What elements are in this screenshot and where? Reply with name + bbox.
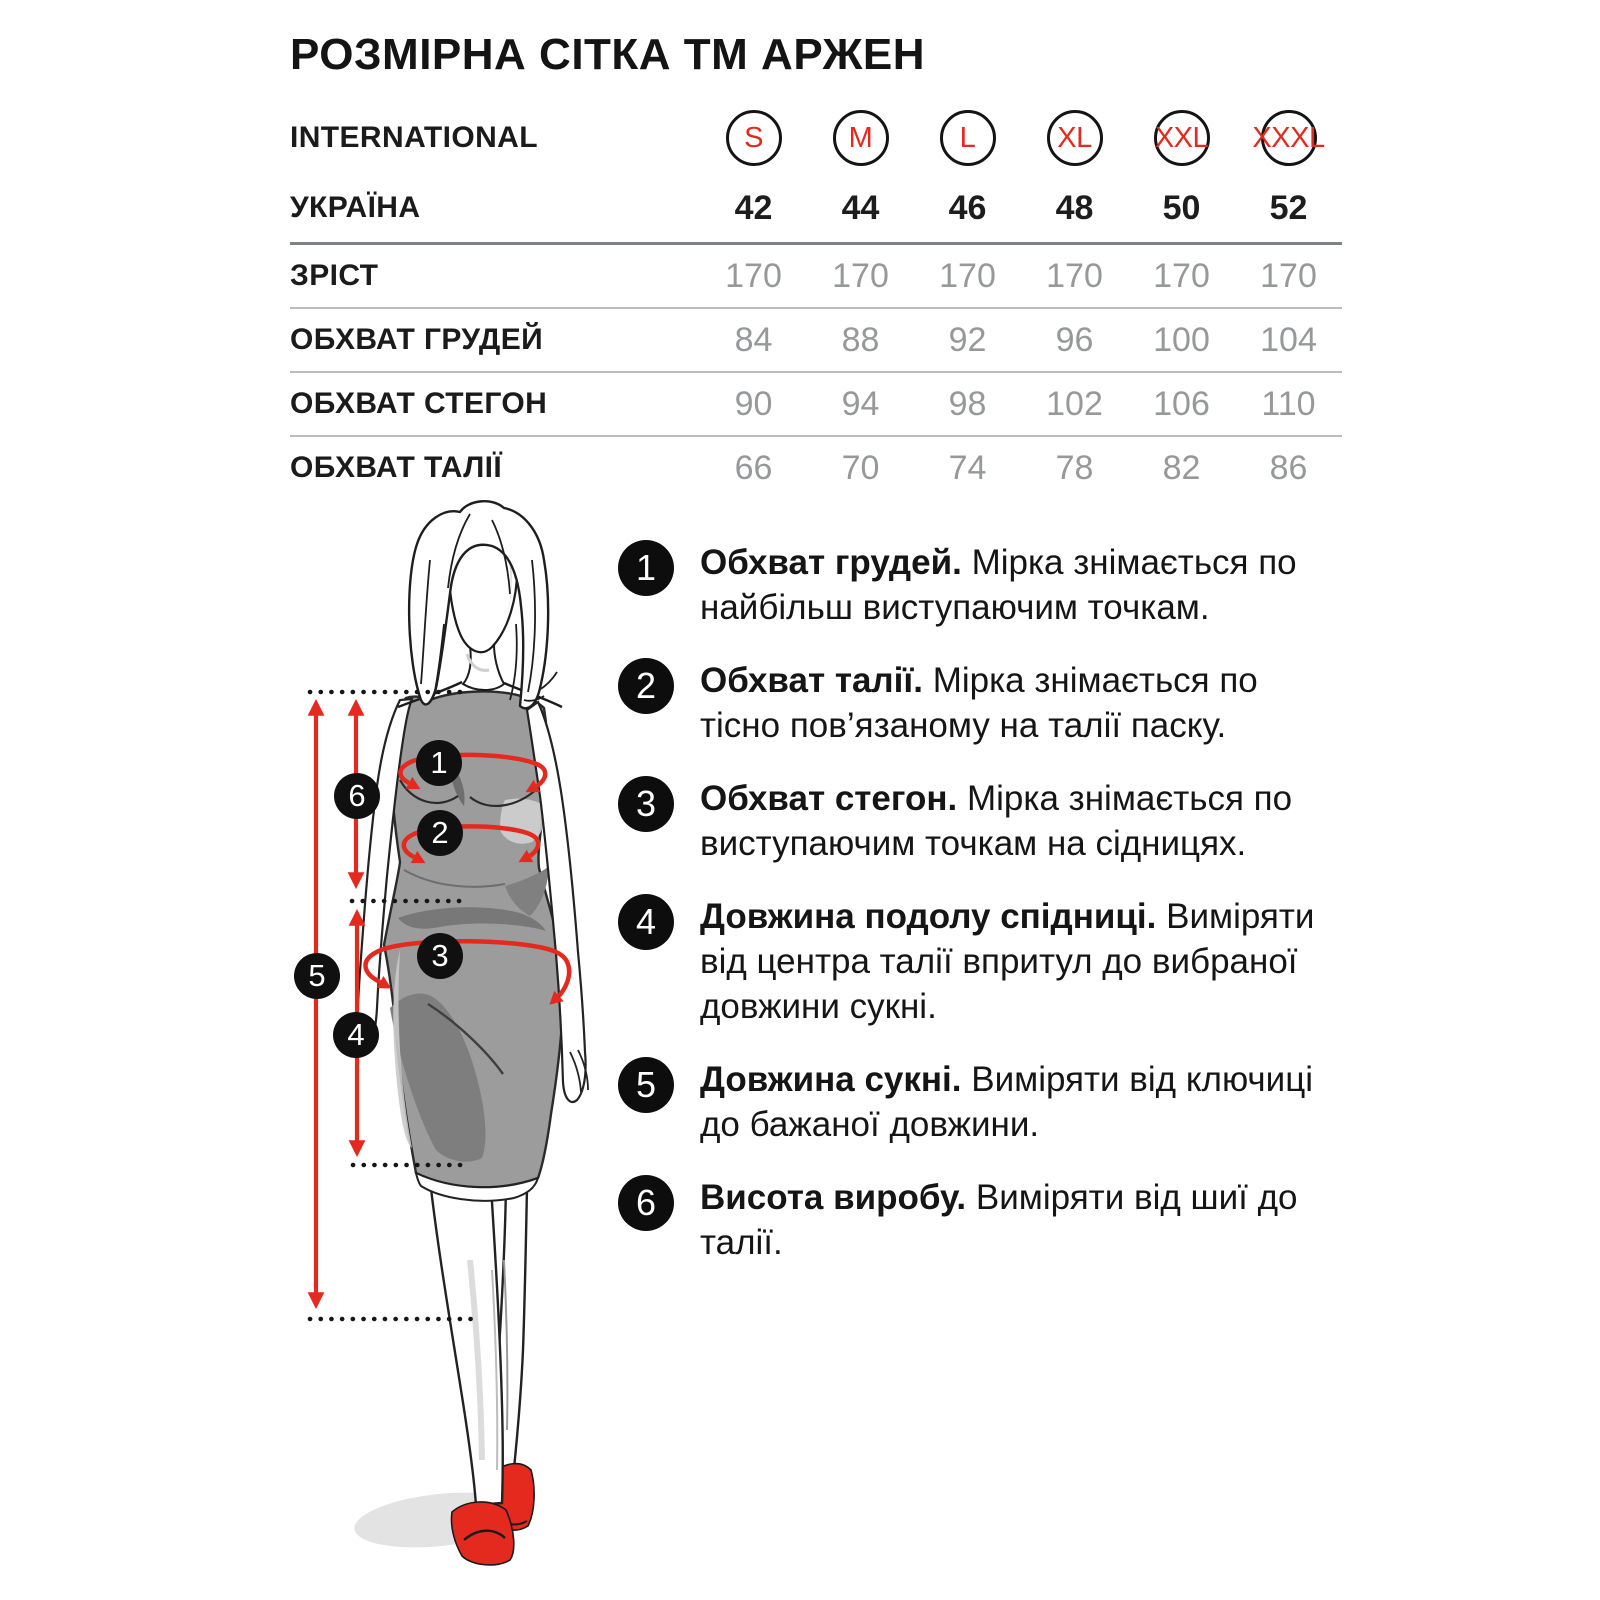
ukraine-size: 52 <box>1269 188 1308 227</box>
row-label-international: INTERNATIONAL <box>290 121 538 154</box>
legend-term: Висота виробу. <box>700 1178 967 1217</box>
page-title: РОЗМІРНА СІТКА ТМ АРЖЕН <box>290 30 925 79</box>
legend-term: Обхват стегон. <box>700 779 958 818</box>
table-value: 170 <box>725 256 782 295</box>
table-value: 170 <box>1260 256 1317 295</box>
legend-term: Обхват грудей. <box>700 543 962 582</box>
size-badge-l: L <box>939 110 996 166</box>
dotted-guides <box>307 689 475 1322</box>
table-row-waist: ОБХВАТ ТАЛІЇ 66 70 74 78 82 86 <box>290 435 1342 499</box>
size-badge-xxxl: XXXL <box>1252 110 1325 166</box>
table-value: 86 <box>1269 448 1308 487</box>
legend-term: Довжина подолу спідниці. <box>700 897 1157 936</box>
ukraine-size: 50 <box>1162 188 1201 227</box>
bust-measure-arc <box>398 752 548 793</box>
ukraine-size: 48 <box>1055 188 1094 227</box>
legend-number-4: 4 <box>618 894 674 950</box>
table-value: 92 <box>948 320 987 359</box>
legend-term: Обхват талії. <box>700 661 923 700</box>
legend-desc: Мірка знімається по виступаючим точкам н… <box>700 779 1293 863</box>
figure-marker-2: 2 <box>417 810 463 856</box>
table-value: 74 <box>948 448 987 487</box>
front-shoe <box>450 1501 515 1566</box>
table-value: 100 <box>1153 320 1210 359</box>
ukraine-size: 46 <box>948 188 987 227</box>
legend-item-3: 3 Обхват стегон. Мірка знімається по вис… <box>618 776 1340 866</box>
size-badge-xxl: XXL <box>1153 110 1210 166</box>
table-row-bust: ОБХВАТ ГРУДЕЙ 84 88 92 96 100 104 <box>290 307 1342 371</box>
table-value: 170 <box>832 256 889 295</box>
legend-number-1: 1 <box>618 540 674 596</box>
table-value: 102 <box>1046 384 1103 423</box>
legend-number-2: 2 <box>618 658 674 714</box>
size-table: INTERNATIONAL S M L XL XXL XXXL УКРАЇНА … <box>290 102 1342 499</box>
figure-marker-3: 3 <box>417 933 463 979</box>
figure-marker-4: 4 <box>333 1012 379 1058</box>
legend-item-4: 4 Довжина подолу спідниці. Виміряти від … <box>618 894 1340 1029</box>
table-body: ЗРІСТ 170 170 170 170 170 170 ОБХВАТ ГРУ… <box>290 242 1342 499</box>
figure-marker-1: 1 <box>416 740 462 786</box>
right-arm <box>525 700 587 1104</box>
ukraine-size: 42 <box>734 188 773 227</box>
legend-desc: Виміряти від ключиці до бажаної довжини. <box>700 1060 1314 1144</box>
table-value: 66 <box>734 448 773 487</box>
legend-item-2: 2 Обхват талії. Мірка знімається по тісн… <box>618 658 1340 748</box>
figure-marker-6: 6 <box>334 773 380 819</box>
dress-hem <box>414 1171 540 1202</box>
hip-measure-arc <box>363 938 572 1005</box>
table-value: 170 <box>1046 256 1103 295</box>
legend-desc: Мірка знімається по тісно пов’язаному на… <box>700 661 1258 745</box>
table-value: 104 <box>1260 320 1317 359</box>
table-value: 110 <box>1261 384 1316 423</box>
table-row-hips: ОБХВАТ СТЕГОН 90 94 98 102 106 110 <box>290 371 1342 435</box>
legend-item-5: 5 Довжина сукні. Виміряти від ключиці до… <box>618 1057 1340 1147</box>
legend-number-5: 5 <box>618 1057 674 1113</box>
waist-measure-arc <box>401 824 541 864</box>
legend-desc: Мірка знімається по найбільш виступаючим… <box>700 543 1297 627</box>
table-value: 170 <box>939 256 996 295</box>
legend-item-1: 1 Обхват грудей. Мірка знімається по най… <box>618 540 1340 630</box>
table-value: 170 <box>1153 256 1210 295</box>
legend-number-3: 3 <box>618 776 674 832</box>
legend-desc: Виміряти від центра талії впритул до виб… <box>700 897 1315 1026</box>
figure-marker-5: 5 <box>294 953 340 999</box>
table-value: 94 <box>841 384 880 423</box>
legend-desc: Виміряти від шиї до талії. <box>700 1178 1298 1262</box>
ukraine-size: 44 <box>841 188 880 227</box>
table-value: 88 <box>841 320 880 359</box>
table-row-international: INTERNATIONAL S M L XL XXL XXXL <box>290 102 1342 174</box>
woman-measurement-illustration <box>307 500 589 1566</box>
table-row-height: ЗРІСТ 170 170 170 170 170 170 <box>290 245 1342 307</box>
table-row-ukraine: УКРАЇНА 42 44 46 48 50 52 <box>290 174 1342 242</box>
table-value: 78 <box>1055 448 1094 487</box>
legend-term: Довжина сукні. <box>700 1060 962 1099</box>
table-value: 90 <box>734 384 773 423</box>
size-badge-m: M <box>832 110 889 166</box>
measurement-legend: 1 Обхват грудей. Мірка знімається по най… <box>618 540 1340 1265</box>
table-value: 106 <box>1153 384 1210 423</box>
table-value: 82 <box>1162 448 1201 487</box>
legend-number-6: 6 <box>618 1175 674 1231</box>
table-value: 70 <box>841 448 880 487</box>
legend-item-6: 6 Висота виробу. Виміряти від шиї до тал… <box>618 1175 1340 1265</box>
table-value: 98 <box>948 384 987 423</box>
row-label-ukraine: УКРАЇНА <box>290 191 421 224</box>
table-value: 96 <box>1055 320 1094 359</box>
hair <box>407 500 550 710</box>
size-badge-s: S <box>725 110 782 166</box>
size-badge-xl: XL <box>1046 110 1103 166</box>
table-value: 84 <box>734 320 773 359</box>
